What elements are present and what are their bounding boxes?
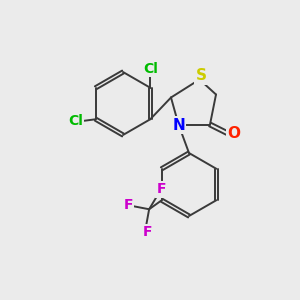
Text: F: F [156,182,166,197]
Text: F: F [142,225,152,239]
Text: Cl: Cl [68,114,83,128]
Text: Cl: Cl [143,62,158,76]
Text: O: O [227,126,240,141]
Text: N: N [172,118,185,133]
Text: S: S [196,68,206,83]
Text: F: F [123,198,133,212]
